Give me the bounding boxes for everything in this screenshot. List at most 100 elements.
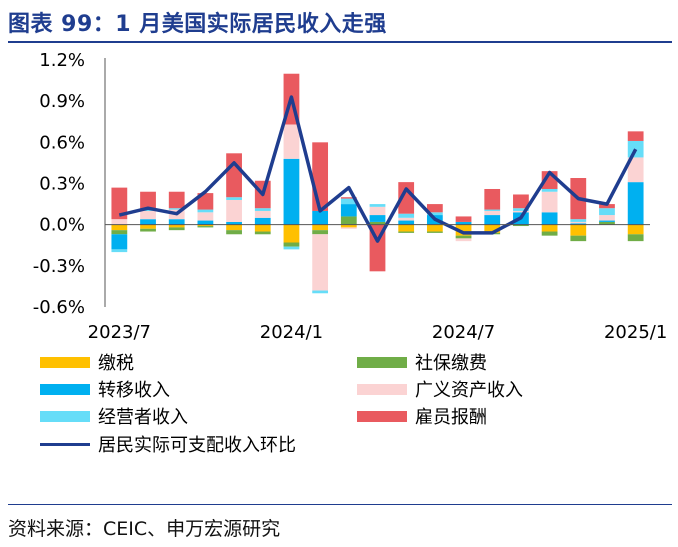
bar-transfer xyxy=(312,210,329,225)
x-tick-label: 2024/1 xyxy=(260,322,323,343)
bar-social xyxy=(197,226,214,228)
bar-proprietor xyxy=(570,219,587,222)
bar-wages xyxy=(140,191,156,210)
bar-tax xyxy=(627,224,644,235)
source-rule xyxy=(8,504,672,505)
bar-wages xyxy=(226,153,242,198)
bar-wages xyxy=(312,142,329,211)
bar-tax xyxy=(111,224,128,231)
bar-wages xyxy=(599,204,615,209)
page-title: 图表 99：1 月美国实际居民收入走强 xyxy=(8,12,387,37)
bar-proprietor xyxy=(340,198,357,205)
bar-wages xyxy=(627,131,644,141)
legend-label-transfer: 转移收入 xyxy=(98,380,170,401)
bar-transfer xyxy=(197,220,214,225)
bar-transfer xyxy=(340,204,357,217)
bar-proprietor xyxy=(140,209,156,211)
y-tick-label: 1.2% xyxy=(39,50,85,71)
y-tick-label: 0.6% xyxy=(39,132,85,153)
bar-transfer xyxy=(111,234,128,250)
bar-social xyxy=(226,230,242,235)
bar-wages xyxy=(111,187,128,220)
bar-proprietor xyxy=(369,204,386,207)
y-tick-label: -0.6% xyxy=(33,297,85,318)
bar-wages xyxy=(484,188,501,210)
bar-tax xyxy=(340,224,357,228)
legend-label-asset: 广义资产收入 xyxy=(415,380,523,401)
legend-label-tax: 缴税 xyxy=(98,353,134,374)
legend-item-asset: 广义资产收入 xyxy=(357,378,523,401)
bar-tax xyxy=(226,224,242,231)
bar-social xyxy=(140,228,156,232)
bar-tax xyxy=(197,224,214,227)
legend-swatch-proprietor xyxy=(40,410,90,422)
bar-asset xyxy=(455,238,472,242)
bar-proprietor xyxy=(398,213,415,218)
bar-social xyxy=(570,235,587,242)
legend-item-wages: 雇员报酬 xyxy=(357,405,487,428)
bar-transfer xyxy=(226,221,242,225)
bar-transfer xyxy=(398,220,415,225)
bar-transfer xyxy=(627,182,644,225)
bar-proprietor xyxy=(197,209,214,213)
bar-tax xyxy=(312,224,329,231)
y-axis: 1.2% 0.9% 0.6% 0.3% 0.0% -0.3% -0.6% xyxy=(33,50,106,318)
bar-transfer xyxy=(168,219,185,225)
bar-asset xyxy=(254,210,271,218)
bar-asset xyxy=(283,124,300,159)
legend-item-proprietor: 经营者收入 xyxy=(40,405,188,428)
bar-asset xyxy=(226,199,242,222)
bar-social xyxy=(541,231,558,236)
y-tick-label: -0.3% xyxy=(33,256,85,277)
bar-social xyxy=(283,242,300,247)
bar-transfer xyxy=(283,158,300,225)
x-tick-label: 2025/1 xyxy=(604,322,667,343)
bar-transfer xyxy=(570,223,587,225)
bar-proprietor xyxy=(599,208,615,216)
legend-swatch-social xyxy=(357,356,407,368)
title-rule xyxy=(8,41,672,43)
bar-social xyxy=(340,216,357,225)
bar-social xyxy=(369,221,386,225)
bar-transfer xyxy=(484,215,501,225)
bar-social xyxy=(599,221,615,225)
y-tick-label: 0.3% xyxy=(39,174,85,195)
bar-asset xyxy=(369,206,386,216)
bar-proprietor xyxy=(283,246,300,250)
bar-proprietor xyxy=(484,209,501,211)
bar-proprietor xyxy=(312,290,329,294)
legend-swatch-asset xyxy=(357,383,407,395)
x-tick-label: 2024/7 xyxy=(432,322,495,343)
bar-tax xyxy=(541,224,558,232)
bar-asset xyxy=(111,219,128,225)
bar-social xyxy=(312,230,329,235)
bar-asset xyxy=(484,210,501,216)
bar-transfer xyxy=(254,217,271,225)
x-tick-label: 2023/7 xyxy=(88,322,151,343)
bar-proprietor xyxy=(541,188,558,192)
bar-asset xyxy=(140,210,156,220)
bar-tax xyxy=(426,224,443,232)
y-tick-label: 0.9% xyxy=(39,91,85,112)
bar-social xyxy=(426,231,443,233)
bar-wages xyxy=(455,216,472,222)
bar-proprietor xyxy=(168,208,185,210)
legend-item-line: 居民实际可支配收入环比 xyxy=(40,433,296,456)
chart-area: 1.2%0.9%0.6%0.3%0.0%-0.3%-0.6% 2023/7 202… xyxy=(33,50,668,343)
legend-label-line: 居民实际可支配收入环比 xyxy=(98,435,296,456)
bar-transfer xyxy=(455,221,472,225)
x-axis: 2023/7 2024/1 2024/7 2025/1 xyxy=(88,224,667,343)
bar-asset xyxy=(340,227,357,229)
bar-tax xyxy=(398,224,415,232)
legend-swatch-tax xyxy=(40,356,90,368)
bar-tax xyxy=(570,224,587,236)
bar-wages xyxy=(168,191,185,209)
bar-proprietor xyxy=(111,249,128,253)
legend-item-social: 社保缴费 xyxy=(357,351,487,374)
bar-transfer xyxy=(140,219,156,225)
bar-transfer xyxy=(369,215,386,222)
bar-asset xyxy=(541,191,558,213)
y-tick-label: 0.0% xyxy=(39,215,85,236)
bar-social xyxy=(513,224,529,227)
legend-item-transfer: 转移收入 xyxy=(40,378,170,401)
